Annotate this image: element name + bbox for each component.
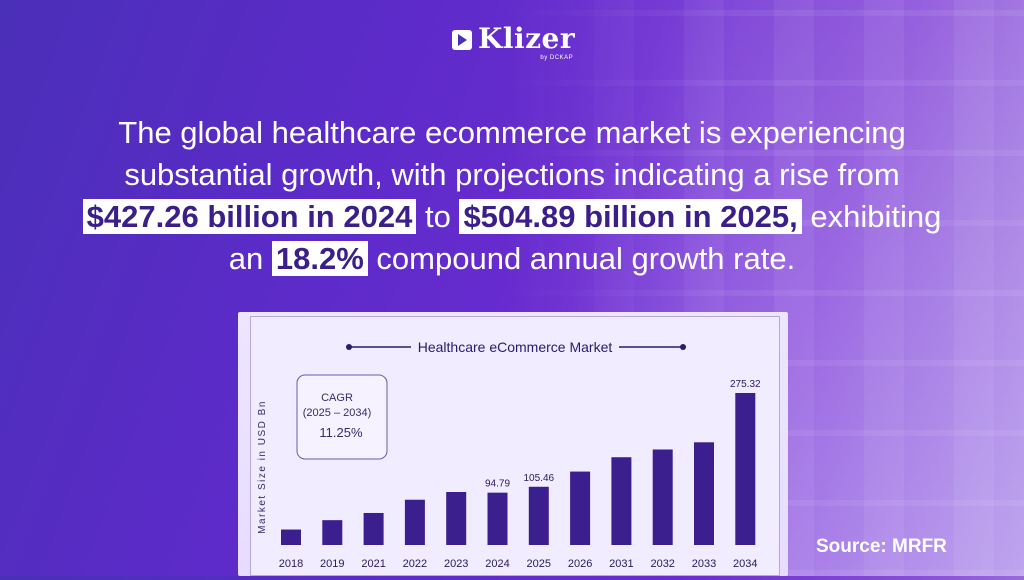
cagr-box	[296, 374, 388, 460]
highlight-cagr: 18.2%	[271, 241, 368, 276]
x-tick-2019: 2019	[320, 558, 344, 570]
bar-chart: Healthcare eCommerce Market Market Size …	[257, 335, 761, 570]
headline-exhibiting: exhibiting	[810, 199, 942, 234]
brand-byline: by DCKAP	[540, 55, 574, 61]
x-tick-2023: 2023	[444, 558, 468, 570]
x-tick-2034: 2034	[733, 558, 757, 570]
headline-line-3: $427.26 billion in 2024 to $504.89 billi…	[40, 196, 984, 238]
x-tick-2022: 2022	[403, 558, 427, 570]
x-tick-2031: 2031	[609, 558, 633, 570]
highlight-2025-value: $504.89 billion in 2025,	[459, 199, 802, 234]
klizer-logo-icon	[452, 30, 472, 50]
x-tick-2021: 2021	[361, 558, 385, 570]
x-tick-2024: 2024	[485, 558, 509, 570]
chart-panel: Healthcare eCommerce Market Market Size …	[250, 316, 780, 576]
data-label-2024: 94.79	[485, 479, 510, 490]
headline: The global healthcare ecommerce market i…	[40, 112, 984, 280]
bar-2033	[694, 442, 714, 545]
highlight-2024-value: $427.26 billion in 2024	[82, 199, 417, 234]
bar-2032	[652, 449, 673, 545]
cagr-title: CAGR	[321, 392, 353, 404]
brand-logo: Klizer by DCKAP	[452, 22, 576, 61]
headline-tail: compound annual growth rate.	[376, 241, 796, 276]
headline-line-2: substantial growth, with projections ind…	[124, 157, 900, 192]
bar-2023	[446, 491, 467, 545]
brand-name: Klizer	[478, 22, 576, 55]
bar-2021	[363, 512, 384, 545]
headline-an: an	[228, 241, 264, 276]
title-bg	[411, 335, 619, 359]
cagr-value: 11.25%	[319, 425, 363, 440]
bar-2025	[528, 486, 549, 545]
bar-2024	[487, 492, 508, 545]
x-tick-2025: 2025	[527, 558, 551, 570]
title-rule-left-dot	[346, 344, 352, 350]
y-axis-label: Market Size in USD Bn	[257, 400, 268, 534]
x-tick-2018: 2018	[279, 558, 303, 570]
data-label-2034: 275.32	[730, 379, 761, 390]
cagr-period: (2025 – 2034)	[303, 407, 372, 419]
title-rule-right-dot	[680, 344, 686, 350]
bar-2022	[404, 499, 425, 545]
bar-2018	[281, 529, 301, 545]
bar-2019	[322, 520, 343, 545]
x-tick-2032: 2032	[650, 558, 674, 570]
bar-2026	[570, 471, 591, 545]
headline-line-1: The global healthcare ecommerce market i…	[118, 115, 906, 150]
headline-to: to	[424, 199, 451, 234]
chart-card: Healthcare eCommerce Market Market Size …	[238, 312, 788, 576]
source-note: Source: MRFR	[816, 536, 947, 557]
x-tick-2026: 2026	[568, 558, 592, 570]
bar-2034	[735, 393, 756, 545]
x-tick-2033: 2033	[692, 558, 716, 570]
bar-2031	[611, 457, 632, 545]
chart-title: Healthcare eCommerce Market	[418, 339, 613, 355]
cagr-callout: CAGR (2025 – 2034) 11.25%	[296, 374, 388, 460]
data-label-2025: 105.46	[524, 473, 555, 484]
headline-line-4: an 18.2% compound annual growth rate.	[40, 238, 984, 280]
